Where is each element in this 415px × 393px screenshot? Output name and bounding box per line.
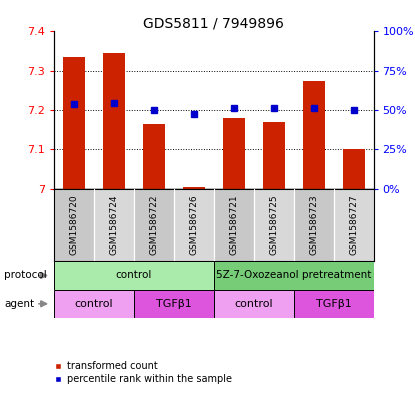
Bar [134, 189, 174, 261]
Text: GSM1586720: GSM1586720 [69, 195, 78, 255]
Bar [214, 261, 374, 290]
Bar [54, 189, 94, 261]
Bar [334, 189, 374, 261]
Bar [263, 122, 285, 189]
Bar [214, 290, 294, 318]
Text: GSM1586727: GSM1586727 [349, 195, 358, 255]
Bar [294, 290, 374, 318]
Bar [254, 189, 294, 261]
Bar [63, 57, 85, 189]
Text: control: control [75, 299, 113, 309]
Bar [223, 118, 245, 189]
Text: GSM1586726: GSM1586726 [189, 195, 198, 255]
Title: GDS5811 / 7949896: GDS5811 / 7949896 [143, 16, 284, 30]
Bar [214, 189, 254, 261]
Text: 5Z-7-Oxozeanol pretreatment: 5Z-7-Oxozeanol pretreatment [216, 270, 371, 281]
Text: GSM1586725: GSM1586725 [269, 195, 278, 255]
Text: GSM1586721: GSM1586721 [229, 195, 238, 255]
Bar [134, 290, 214, 318]
Text: agent: agent [4, 299, 34, 309]
Bar [143, 124, 165, 189]
Text: GSM1586724: GSM1586724 [110, 195, 118, 255]
Text: control: control [116, 270, 152, 281]
Bar [294, 189, 334, 261]
Text: GSM1586722: GSM1586722 [149, 195, 158, 255]
Bar [174, 189, 214, 261]
Bar [303, 81, 325, 189]
Text: control: control [234, 299, 273, 309]
Text: TGFβ1: TGFβ1 [316, 299, 352, 309]
Text: TGFβ1: TGFβ1 [156, 299, 192, 309]
Text: protocol: protocol [4, 270, 47, 281]
Legend: transformed count, percentile rank within the sample: transformed count, percentile rank withi… [51, 358, 236, 388]
Bar [54, 261, 214, 290]
Bar [342, 149, 364, 189]
Bar [94, 189, 134, 261]
Text: GSM1586723: GSM1586723 [309, 195, 318, 255]
Bar [54, 290, 134, 318]
Bar [103, 53, 125, 189]
Bar [183, 187, 205, 189]
